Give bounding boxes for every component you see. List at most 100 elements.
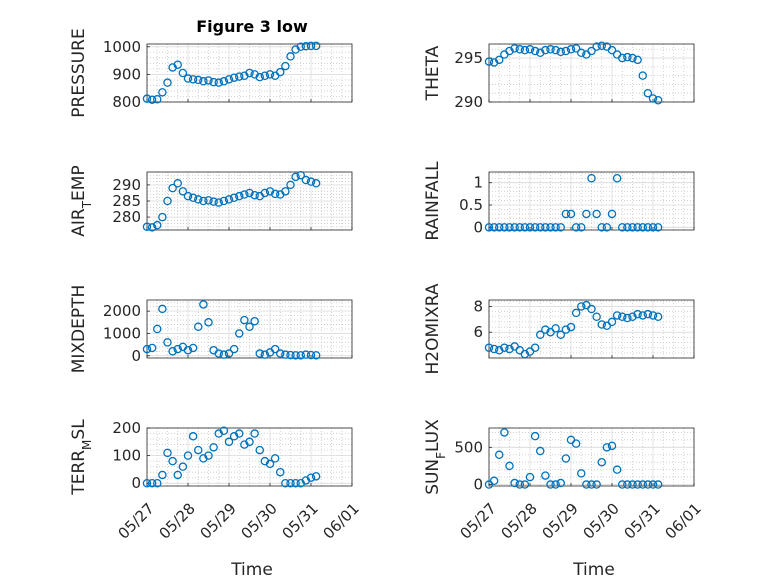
data-point — [536, 48, 545, 58]
data-point — [571, 44, 581, 53]
data-point — [286, 180, 295, 190]
data-point — [556, 478, 566, 488]
data-point — [219, 196, 229, 206]
data-point — [612, 311, 622, 320]
data-point — [265, 459, 275, 469]
data-point — [301, 350, 311, 359]
y-tick-label: 0 — [131, 347, 141, 365]
data-point — [163, 338, 172, 347]
data-point — [571, 439, 581, 448]
data-point — [515, 223, 525, 232]
data-point — [224, 437, 234, 447]
data-point — [147, 95, 157, 105]
data-point — [541, 325, 550, 334]
data-point — [311, 179, 321, 188]
data-point — [628, 223, 637, 232]
data-point — [612, 173, 622, 183]
data-point — [296, 170, 305, 180]
data-point — [209, 77, 218, 87]
data-point — [556, 330, 566, 340]
data-point — [582, 209, 591, 219]
axes-box — [488, 171, 695, 231]
data-point — [188, 193, 198, 203]
data-point — [219, 350, 229, 359]
data-point — [612, 465, 622, 474]
data-point — [147, 223, 157, 232]
data-point — [623, 223, 632, 232]
data-point — [158, 470, 167, 480]
data-point — [193, 322, 203, 332]
data-point — [648, 311, 658, 320]
data-point — [163, 196, 172, 206]
data-point — [489, 223, 499, 232]
data-point — [234, 191, 244, 201]
data-point — [607, 45, 617, 55]
y-tick-label: 0 — [473, 218, 483, 236]
y-axis-label: AIRTEMP — [69, 165, 94, 236]
data-point — [281, 61, 290, 71]
data-point — [597, 41, 607, 51]
data-point — [204, 451, 213, 460]
data-point — [214, 198, 223, 207]
data-point — [633, 223, 642, 232]
data-point — [505, 223, 514, 232]
data-point — [536, 446, 545, 456]
data-point — [653, 480, 663, 489]
data-point — [296, 42, 305, 52]
y-tick-label: 8 — [473, 297, 483, 315]
data-point — [628, 312, 637, 322]
subplot-rainfall: 0 0.5 1 RAINFALL — [423, 161, 695, 241]
y-tick-label: 290 — [112, 176, 141, 194]
data-point — [520, 45, 530, 55]
data-point — [306, 177, 316, 186]
data-point — [178, 462, 188, 471]
data-point — [240, 190, 249, 199]
data-point — [163, 448, 172, 458]
data-point — [515, 480, 525, 489]
data-point — [505, 46, 514, 56]
data-point — [301, 41, 311, 51]
data-point — [229, 73, 239, 82]
data-point — [265, 70, 275, 79]
data-point — [296, 351, 305, 360]
data-point — [494, 55, 504, 65]
y-tick-label: 1000 — [103, 324, 141, 342]
data-point — [571, 308, 581, 318]
data-point — [168, 456, 177, 466]
data-point — [158, 304, 167, 314]
axes-box — [146, 43, 353, 103]
y-axis-label: TERRMSL — [69, 419, 94, 496]
data-point — [286, 478, 295, 488]
data-point — [245, 188, 254, 198]
data-point — [199, 300, 208, 309]
data-point — [556, 223, 566, 232]
data-point — [188, 75, 198, 84]
y-tick-label: 295 — [454, 49, 483, 67]
data-point — [204, 76, 213, 85]
data-point — [643, 88, 653, 98]
data-point — [566, 322, 576, 332]
data-point — [623, 313, 632, 323]
y-tick-label: 0.5 — [459, 196, 483, 214]
data-point — [281, 478, 290, 488]
data-point — [306, 41, 316, 51]
y-tick-label: 285 — [112, 192, 141, 210]
data-point — [173, 179, 182, 188]
data-point — [541, 471, 550, 480]
data-point — [577, 48, 586, 58]
y-tick-label: 800 — [112, 93, 141, 111]
data-point — [255, 445, 264, 455]
data-point — [515, 45, 525, 54]
data-point — [204, 196, 213, 205]
data-point — [183, 191, 193, 201]
axes-box — [488, 427, 695, 487]
data-point — [525, 472, 535, 482]
data-point — [224, 349, 234, 358]
data-point — [158, 88, 167, 97]
data-point — [147, 343, 157, 353]
data-point — [484, 343, 494, 352]
x-axis-label-left: Time — [230, 560, 273, 580]
data-point — [142, 344, 152, 354]
data-point — [275, 349, 285, 358]
